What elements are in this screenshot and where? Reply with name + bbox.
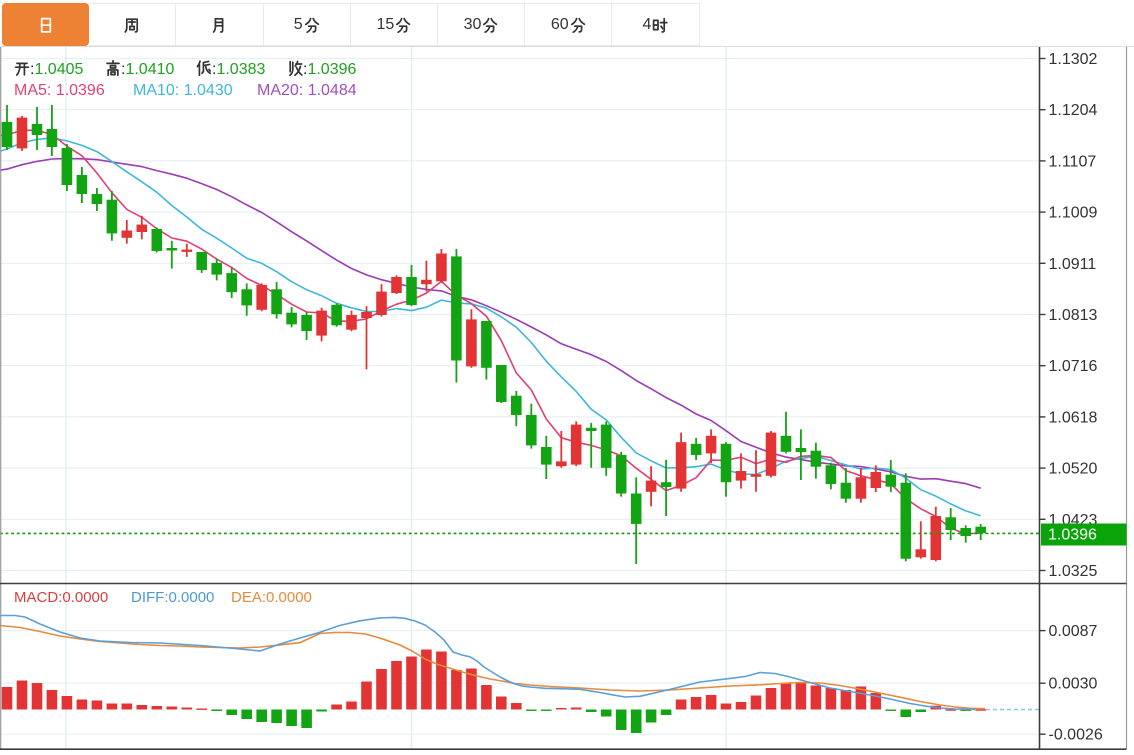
- svg-text:1.0325: 1.0325: [1049, 563, 1098, 580]
- svg-text:1.0520: 1.0520: [1049, 461, 1098, 478]
- svg-text:1.0618: 1.0618: [1049, 409, 1098, 426]
- svg-text:1.0396: 1.0396: [1048, 527, 1097, 544]
- svg-text:1.0813: 1.0813: [1049, 307, 1098, 324]
- svg-text:0.0087: 0.0087: [1049, 623, 1098, 640]
- svg-text:1.0716: 1.0716: [1049, 358, 1098, 375]
- svg-text:1.1009: 1.1009: [1049, 205, 1098, 222]
- svg-text:1.0911: 1.0911: [1049, 256, 1097, 273]
- svg-text:0.0030: 0.0030: [1049, 676, 1098, 693]
- svg-text:1.1302: 1.1302: [1049, 51, 1098, 68]
- svg-text:-0.0026: -0.0026: [1049, 727, 1103, 744]
- svg-text:1.1204: 1.1204: [1049, 102, 1098, 119]
- svg-text:1.1107: 1.1107: [1049, 153, 1097, 170]
